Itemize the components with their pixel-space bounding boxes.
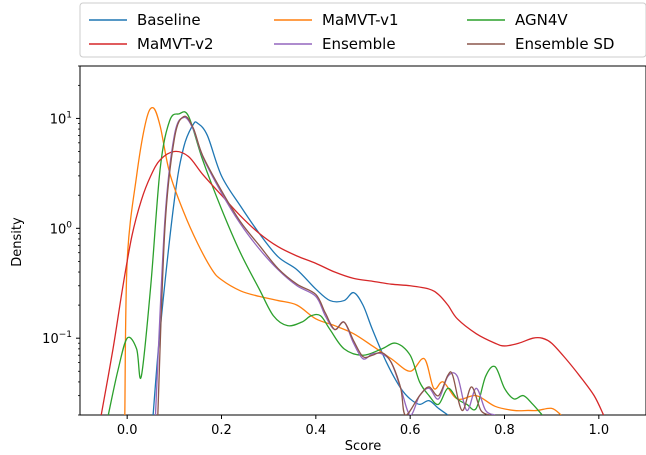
y-tick-label: 100 bbox=[50, 220, 73, 237]
legend-label-agn4v: AGN4V bbox=[515, 11, 568, 29]
legend-label-baseline: Baseline bbox=[137, 11, 201, 29]
y-axis-label: Density bbox=[10, 217, 25, 267]
legend-label-ensemble: Ensemble bbox=[322, 35, 396, 53]
y-tick-label: 101 bbox=[50, 110, 72, 127]
x-axis: 0.0 0.2 0.4 0.6 0.8 1.0 bbox=[117, 415, 609, 438]
y-tick-label: 10−1 bbox=[42, 330, 72, 347]
x-tick-label: 0.4 bbox=[305, 423, 326, 438]
legend-label-ensemble-sd: Ensemble SD bbox=[515, 35, 614, 53]
legend-label-mamvt-v2: MaMVT-v2 bbox=[137, 35, 214, 53]
series-line-mamvt-v2 bbox=[100, 150, 605, 415]
x-tick-label: 0.6 bbox=[400, 423, 421, 438]
series-line-baseline bbox=[152, 121, 449, 415]
series-line-ensemble-sd bbox=[157, 115, 491, 415]
series-line-agn4v bbox=[107, 111, 543, 415]
legend-label-mamvt-v1: MaMVT-v1 bbox=[322, 11, 399, 29]
y-axis: 10−1 100 101 bbox=[42, 65, 80, 416]
series-layer bbox=[100, 106, 605, 415]
x-tick-label: 1.0 bbox=[588, 423, 609, 438]
legend: Baseline MaMVT-v1 AGN4V MaMVT-v2 Ensemble Ens… bbox=[79, 2, 646, 58]
x-tick-label: 0.8 bbox=[494, 423, 515, 438]
series-line-mamvt-v1 bbox=[124, 106, 562, 415]
x-tick-label: 0.0 bbox=[117, 423, 138, 438]
x-axis-label: Score bbox=[345, 439, 381, 454]
x-tick-label: 0.2 bbox=[211, 423, 232, 438]
plot-frame bbox=[79, 65, 646, 416]
